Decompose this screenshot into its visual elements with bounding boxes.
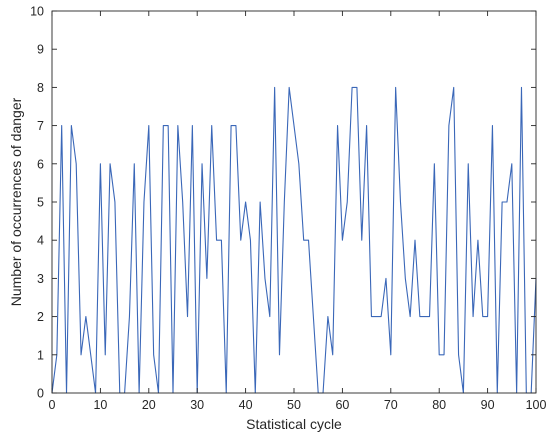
plot-area — [52, 11, 536, 393]
y-tick-label: 10 — [30, 5, 44, 19]
x-tick-label: 100 — [526, 398, 547, 412]
y-tick-label: 5 — [37, 196, 44, 210]
plot-background — [52, 11, 536, 393]
x-tick-label: 80 — [432, 398, 446, 412]
y-tick-label: 1 — [37, 348, 44, 362]
y-tick-label: 7 — [37, 119, 44, 133]
y-axis-label: Number of occurrences of danger — [8, 97, 24, 306]
y-tick-label: 6 — [37, 157, 44, 171]
y-tick-label: 4 — [37, 234, 44, 248]
x-tick-label: 70 — [384, 398, 398, 412]
y-tick-label: 8 — [37, 81, 44, 95]
x-tick-label: 20 — [142, 398, 156, 412]
y-tick-label: 0 — [37, 387, 44, 401]
x-tick-label: 40 — [239, 398, 253, 412]
x-tick-label: 90 — [481, 398, 495, 412]
y-tick-label: 9 — [37, 43, 44, 57]
y-tick-label: 2 — [37, 310, 44, 324]
x-tick-label: 60 — [335, 398, 349, 412]
axes-layer: 0 10 20 30 40 50 60 70 80 90 100 0 1 2 3 4 5 6 7 8 9 10 — [30, 5, 546, 413]
y-tick-label: 3 — [37, 272, 44, 286]
x-tick-label: 0 — [49, 398, 56, 412]
x-tick-label: 30 — [190, 398, 204, 412]
x-tick-label: 10 — [93, 398, 107, 412]
series-layer — [51, 86, 537, 394]
x-axis-label: Statistical cycle — [246, 416, 342, 432]
x-tick-label: 50 — [287, 398, 301, 412]
